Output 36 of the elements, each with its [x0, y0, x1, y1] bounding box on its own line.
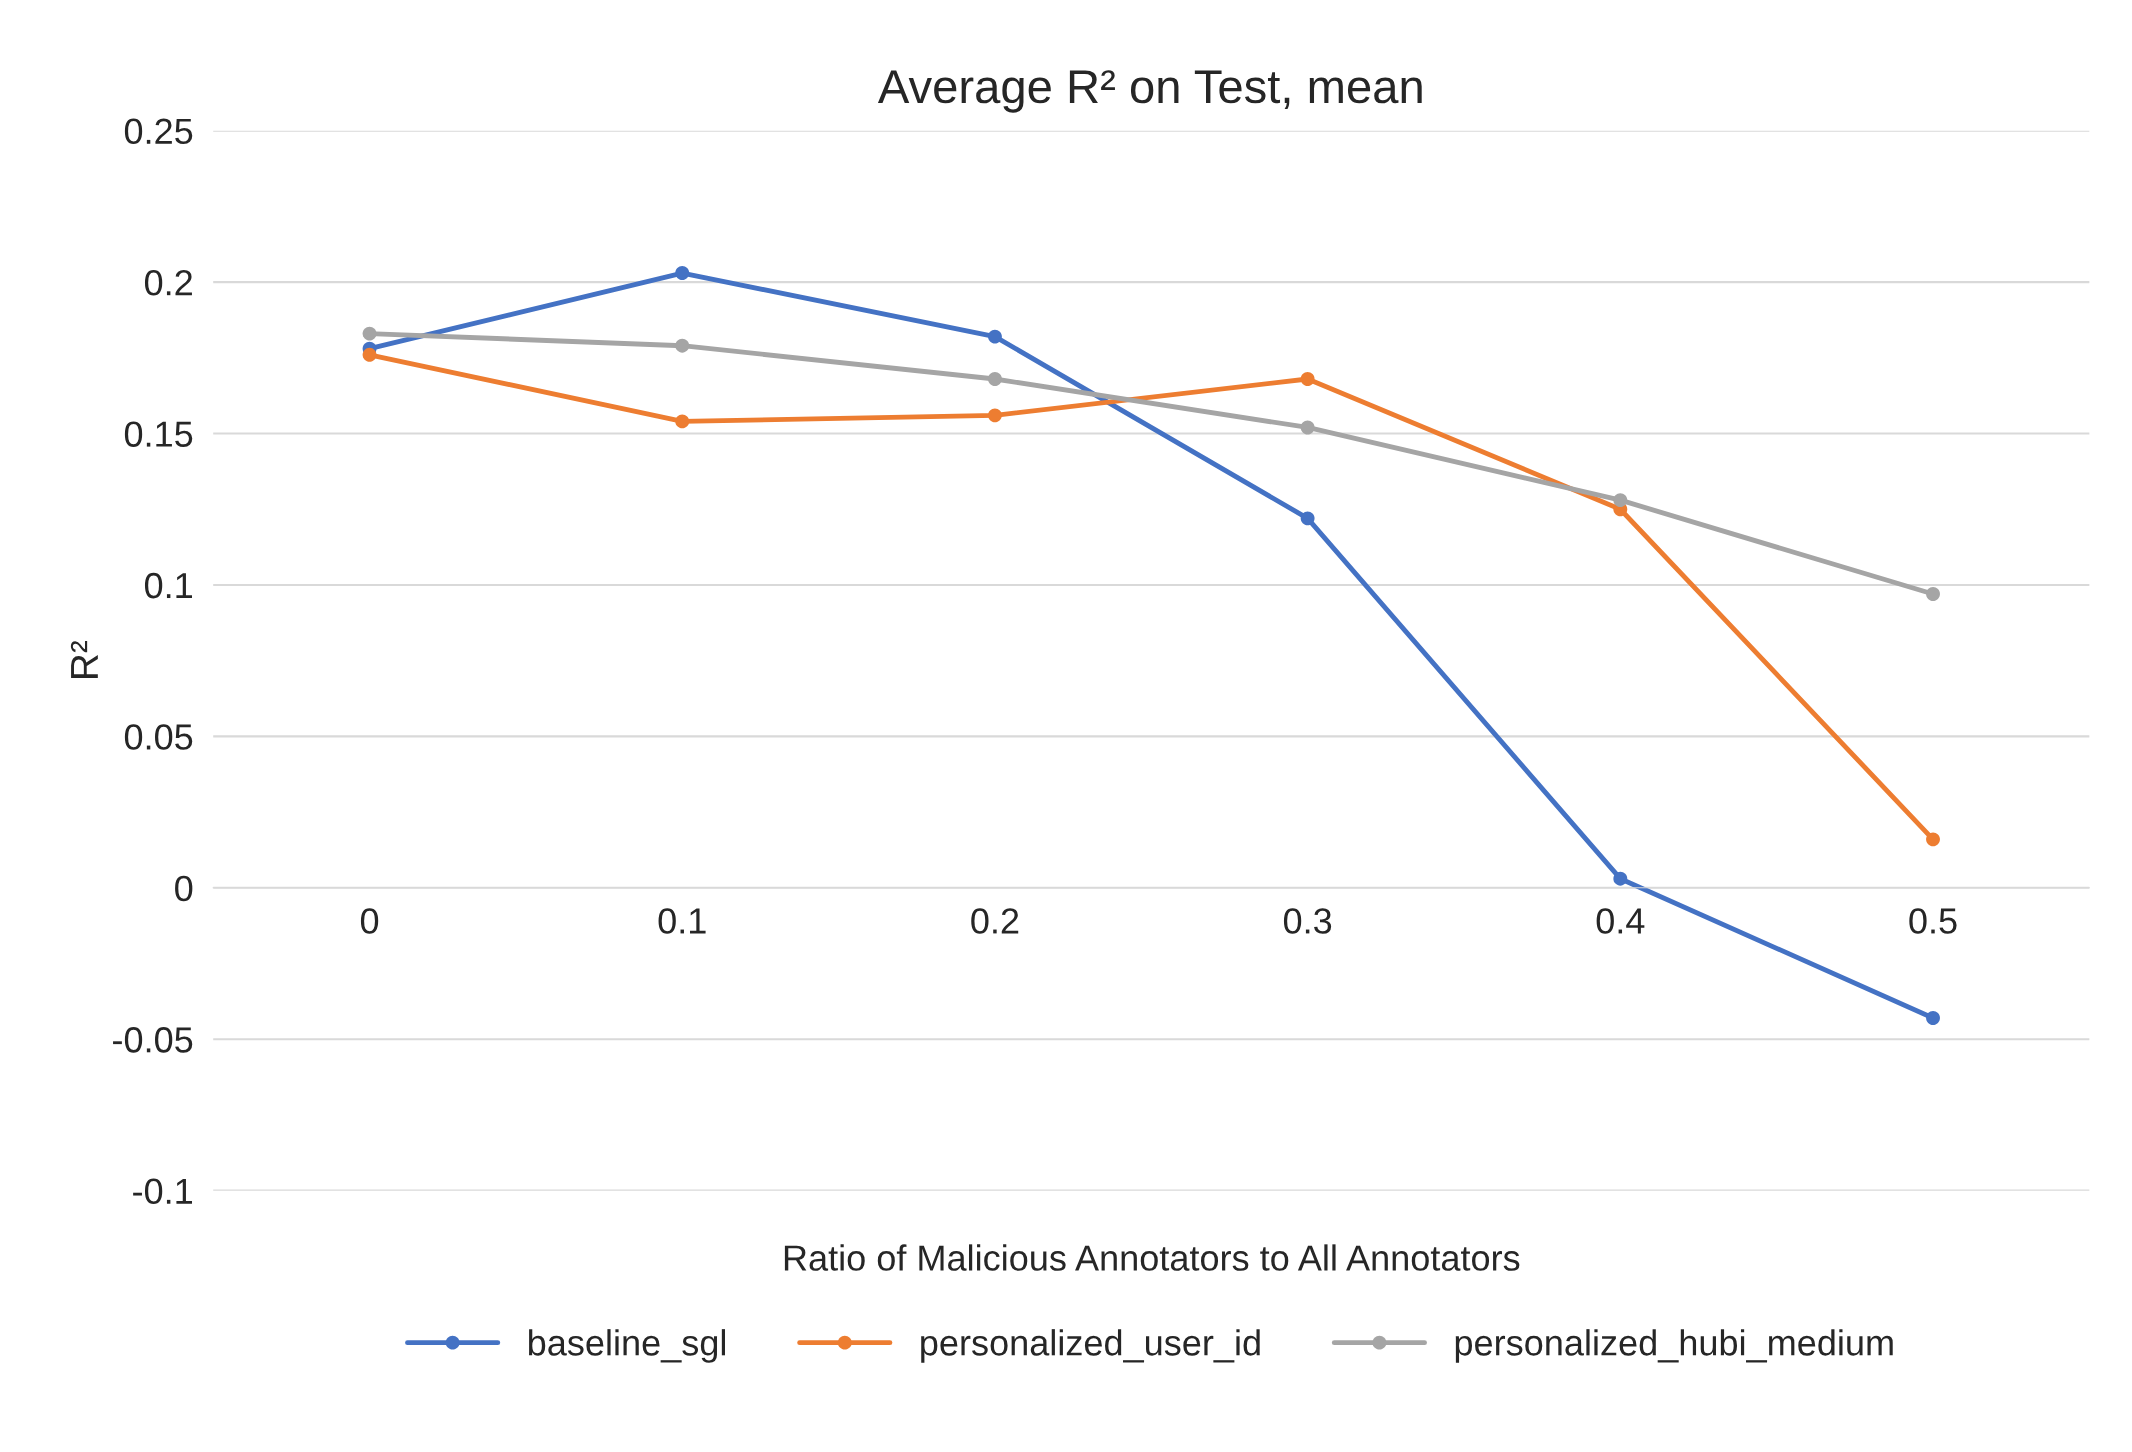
x-axis-title: Ratio of Malicious Annotators to All Annotators: [784, 1244, 1520, 1271]
legend-label: baseline_sgl: [529, 1329, 726, 1363]
point: [1300, 511, 1315, 526]
point: [1300, 372, 1315, 386]
point: [675, 414, 690, 429]
x-tick-label: 0.4: [1596, 908, 1645, 934]
y-tick-label: 0.05: [124, 724, 193, 750]
y-tick-label: 0.25: [124, 118, 193, 145]
y-tick-label: -0.05: [113, 1027, 193, 1053]
x-tick-label: 0.3: [1283, 908, 1332, 934]
point: [987, 408, 1002, 423]
point: [987, 372, 1002, 386]
point: [362, 326, 377, 341]
y-axis-title: R²: [70, 640, 98, 678]
point: [1926, 832, 1940, 847]
point: [362, 347, 377, 362]
legend-label: personalized_hubi_medium: [1455, 1329, 1893, 1363]
legend-label: personalized_user_id: [921, 1329, 1260, 1363]
y-tick-label: -0.1: [133, 1178, 192, 1205]
point: [987, 329, 1002, 344]
point: [675, 338, 690, 353]
point: [1300, 420, 1315, 435]
y-tick-label: 0: [175, 875, 193, 902]
y-tick-label: 0.2: [144, 269, 192, 296]
x-tick-label: 0.2: [971, 908, 1019, 934]
point: [1613, 493, 1628, 508]
chart-title: Average R² on Test, mean: [877, 70, 1422, 113]
point: [1926, 587, 1940, 601]
point: [1613, 871, 1628, 886]
point: [675, 266, 690, 280]
point: [1926, 1011, 1940, 1025]
y-tick-label: 0.15: [124, 421, 193, 447]
y-tick-label: 0.1: [144, 572, 192, 599]
x-tick-label: 0.1: [658, 908, 706, 934]
x-tick-label: 0.5: [1909, 908, 1957, 934]
x-tick-label: 0: [360, 908, 379, 934]
